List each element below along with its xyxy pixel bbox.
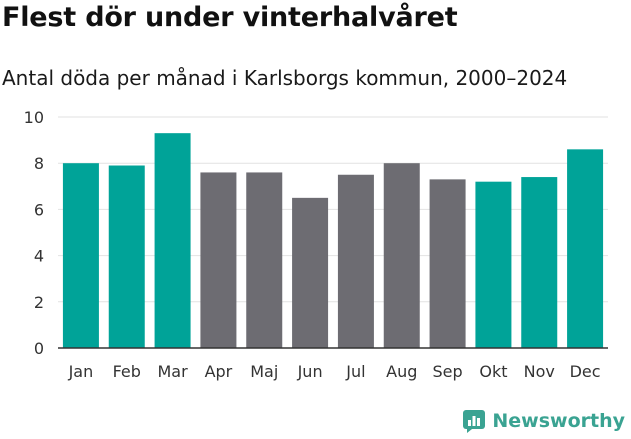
chart-title: Flest dör under vinterhalvåret: [2, 2, 458, 33]
bar-sep: [429, 179, 466, 348]
bar-nov: [521, 177, 558, 348]
y-tick-label: 6: [34, 200, 44, 219]
y-tick-label: 0: [34, 339, 44, 358]
bar-feb: [108, 165, 145, 348]
chart-subtitle: Antal döda per månad i Karlsborgs kommun…: [2, 66, 568, 90]
x-tick-label-jul: Jul: [345, 362, 365, 381]
bar-aug: [383, 163, 420, 348]
x-axis-ticks: Jan Feb Mar Apr Maj Jun Jul Aug Sep Okt Nov Dec: [68, 362, 601, 381]
x-tick-label-sep: Sep: [433, 362, 463, 381]
y-tick-label: 4: [34, 247, 44, 266]
y-tick-label: 10: [24, 108, 44, 127]
bar-jun: [292, 197, 329, 348]
bars: [62, 133, 604, 348]
bar-maj: [246, 172, 283, 348]
bar-jul: [337, 174, 374, 348]
y-axis-ticks: 0 2 4 6 8 10: [24, 108, 44, 358]
x-tick-label-maj: Maj: [250, 362, 278, 381]
x-tick-label-jun: Jun: [297, 362, 323, 381]
bar-jan: [62, 163, 99, 348]
bar-dec: [567, 149, 604, 348]
bar-mar: [154, 133, 191, 348]
x-tick-label-jan: Jan: [68, 362, 94, 381]
y-tick-label: 2: [34, 293, 44, 312]
x-tick-label-nov: Nov: [524, 362, 555, 381]
newsworthy-logo-icon: [463, 410, 486, 433]
x-tick-label-apr: Apr: [205, 362, 233, 381]
bar-apr: [200, 172, 237, 348]
x-tick-label-aug: Aug: [386, 362, 417, 381]
newsworthy-logo: Newsworthy: [462, 409, 625, 433]
newsworthy-logo-text: Newsworthy: [492, 410, 625, 432]
x-tick-label-feb: Feb: [113, 362, 141, 381]
bar-okt: [475, 181, 512, 348]
gridlines: [58, 116, 608, 303]
y-tick-label: 8: [34, 154, 44, 173]
x-tick-label-dec: Dec: [570, 362, 601, 381]
x-tick-label-mar: Mar: [157, 362, 188, 381]
x-tick-label-okt: Okt: [479, 362, 507, 381]
